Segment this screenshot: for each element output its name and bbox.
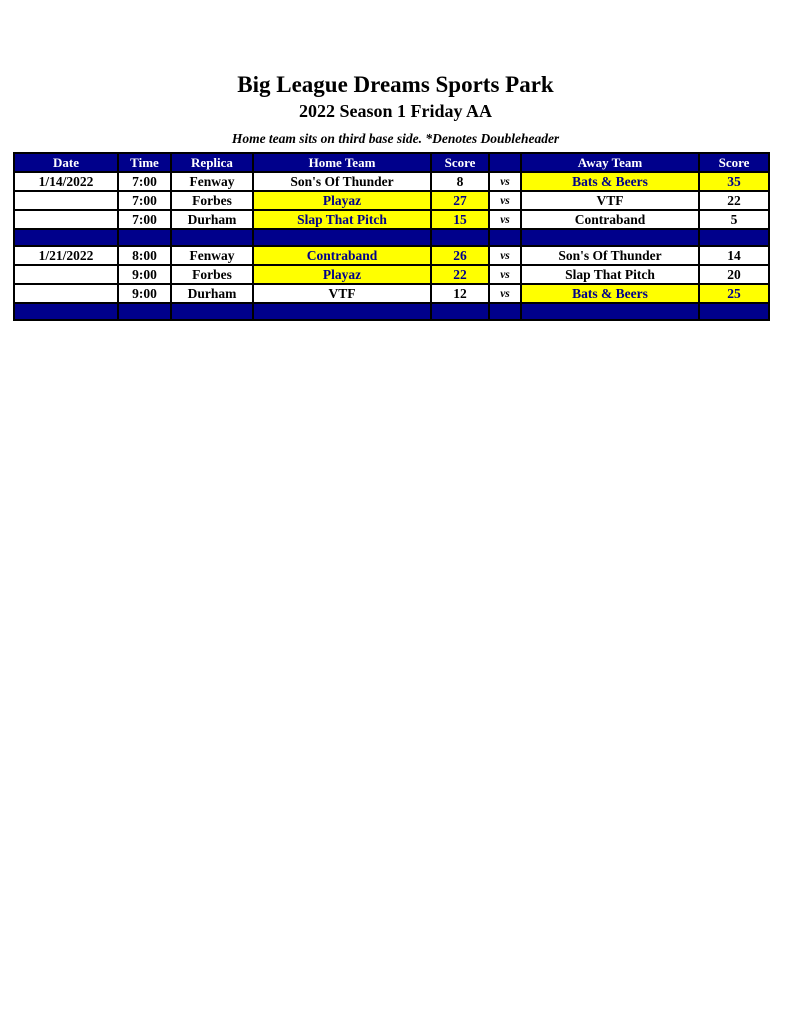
replica-cell: Forbes [170, 190, 254, 211]
home-team-cell: Playaz [252, 264, 432, 285]
home-team-cell: Son's Of Thunder [252, 171, 432, 192]
home-score-cell: 8 [430, 171, 490, 192]
home-score-cell: 12 [430, 283, 490, 304]
home-team-cell: Slap That Pitch [252, 209, 432, 230]
time-cell: 8:00 [117, 245, 172, 266]
away-score-cell: 22 [698, 190, 770, 211]
separator-cell [13, 302, 119, 321]
separator-cell [488, 228, 522, 247]
schedule-table: Date Time Replica Home Team Score Away T… [13, 152, 770, 321]
replica-cell: Durham [170, 209, 254, 230]
time-cell: 9:00 [117, 283, 172, 304]
separator-cell [698, 228, 770, 247]
separator-cell [520, 228, 700, 247]
date-cell [13, 190, 119, 211]
column-header-replica: Replica [170, 152, 254, 173]
season-subtitle: 2022 Season 1 Friday AA [298, 101, 493, 121]
separator-cell [170, 302, 254, 321]
separator-cell [488, 302, 522, 321]
home-team-cell: VTF [252, 283, 432, 304]
separator-cell [117, 302, 172, 321]
vs-cell: vs [488, 209, 522, 230]
replica-cell: Fenway [170, 171, 254, 192]
away-team-cell: Slap That Pitch [520, 264, 700, 285]
separator-cell [117, 228, 172, 247]
away-team-cell: Contraband [520, 209, 700, 230]
date-cell: 1/21/2022 [13, 245, 119, 266]
away-score-cell: 5 [698, 209, 770, 230]
separator-cell [170, 228, 254, 247]
date-cell: 1/14/2022 [13, 171, 119, 192]
page-header: Big League Dreams Sports Park 2022 Seaso… [0, 0, 791, 146]
home-team-note: Home team sits on third base side. *Deno… [231, 131, 560, 146]
away-team-cell: VTF [520, 190, 700, 211]
separator-cell [430, 302, 490, 321]
away-score-cell: 35 [698, 171, 770, 192]
schedule-table-body: 1/14/2022 7:00 Fenway Son's Of Thunder 8 vs Ba… [13, 171, 770, 321]
vs-cell: vs [488, 264, 522, 285]
away-score-cell: 25 [698, 283, 770, 304]
time-cell: 9:00 [117, 264, 172, 285]
date-cell [13, 264, 119, 285]
column-header-time: Time [117, 152, 172, 173]
separator-row [13, 302, 770, 321]
home-score-cell: 26 [430, 245, 490, 266]
game-row: 1/14/2022 7:00 Fenway Son's Of Thunder 8 vs Ba… [13, 171, 770, 192]
separator-cell [13, 228, 119, 247]
away-team-cell: Son's Of Thunder [520, 245, 700, 266]
time-cell: 7:00 [117, 171, 172, 192]
column-header-home-team: Home Team [252, 152, 432, 173]
game-row: 7:00 Forbes Playaz 27 vs VTF 22 [13, 190, 770, 211]
home-team-cell: Playaz [252, 190, 432, 211]
vs-cell: vs [488, 245, 522, 266]
vs-cell: vs [488, 171, 522, 192]
separator-cell [252, 228, 432, 247]
page-title: Big League Dreams Sports Park [237, 72, 554, 97]
vs-cell: vs [488, 190, 522, 211]
away-team-cell: Bats & Beers [520, 283, 700, 304]
separator-cell [698, 302, 770, 321]
separator-cell [520, 302, 700, 321]
column-header-home-score: Score [430, 152, 490, 173]
game-row: 9:00 Forbes Playaz 22 vs Slap That Pitch 20 [13, 264, 770, 285]
date-cell [13, 283, 119, 304]
home-score-cell: 22 [430, 264, 490, 285]
replica-cell: Forbes [170, 264, 254, 285]
column-header-away-score: Score [698, 152, 770, 173]
vs-cell: vs [488, 283, 522, 304]
separator-cell [252, 302, 432, 321]
column-header-away-team: Away Team [520, 152, 700, 173]
replica-cell: Durham [170, 283, 254, 304]
game-row: 7:00 Durham Slap That Pitch 15 vs Contraband 5 [13, 209, 770, 230]
game-row: 9:00 Durham VTF 12 vs Bats & Beers 25 [13, 283, 770, 304]
home-score-cell: 15 [430, 209, 490, 230]
separator-row [13, 228, 770, 247]
column-header-vs [488, 152, 522, 173]
time-cell: 7:00 [117, 209, 172, 230]
column-header-date: Date [13, 152, 119, 173]
home-team-cell: Contraband [252, 245, 432, 266]
away-score-cell: 20 [698, 264, 770, 285]
away-team-cell: Bats & Beers [520, 171, 700, 192]
away-score-cell: 14 [698, 245, 770, 266]
date-cell [13, 209, 119, 230]
time-cell: 7:00 [117, 190, 172, 211]
table-header-row: Date Time Replica Home Team Score Away T… [13, 152, 770, 173]
separator-cell [430, 228, 490, 247]
game-row: 1/21/2022 8:00 Fenway Contraband 26 vs Son's O… [13, 245, 770, 266]
home-score-cell: 27 [430, 190, 490, 211]
replica-cell: Fenway [170, 245, 254, 266]
